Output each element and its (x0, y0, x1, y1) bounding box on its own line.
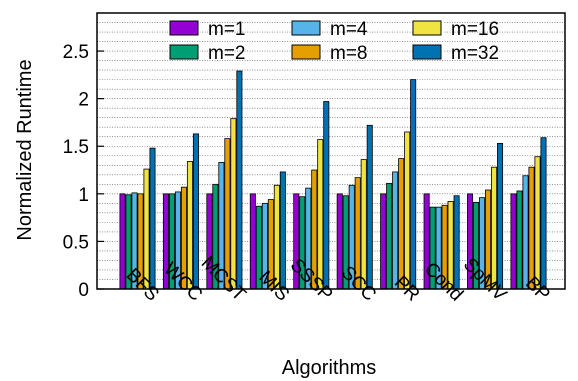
bar-PR-m=2 (386, 182, 393, 290)
legend-swatch-m=1 (169, 20, 199, 36)
y-tick-label: 0.5 (63, 232, 89, 253)
bar-BP-m=32 (540, 137, 547, 290)
bar-SCC-m=16 (360, 159, 367, 290)
legend-swatch-m=4 (291, 20, 321, 36)
bar-MIS-m=32 (279, 171, 286, 290)
bars-group (119, 70, 547, 290)
bar-BP-m=4 (522, 175, 529, 290)
bar-PR-m=4 (392, 171, 399, 290)
y-tick-label: 2.5 (63, 42, 89, 63)
bar-WCC-m=16 (186, 161, 193, 290)
legend-swatch-m=2 (169, 44, 199, 60)
legend-label: m=16 (451, 19, 499, 40)
bar-MCST-m=32 (236, 70, 243, 290)
legend-label: m=4 (330, 19, 368, 40)
legend-label: m=8 (330, 43, 368, 64)
plot-frame (96, 12, 566, 290)
bar-BFS-m=32 (149, 147, 156, 290)
y-axis-title: Normalized Runtime (14, 59, 36, 240)
bar-PR-m=32 (410, 79, 417, 290)
bar-Cond-m=32 (453, 195, 460, 290)
bar-BFS-m=16 (143, 168, 150, 290)
x-axis-title: Algorithms (282, 357, 376, 379)
bar-PR-m=16 (404, 131, 411, 290)
y-axis-ticks: 0 0.5 1 1.5 2 2.5 (63, 42, 104, 301)
bar-SCC-m=32 (366, 124, 373, 290)
bar-MCST-m=16 (230, 118, 237, 290)
y-tick-label: 1 (78, 185, 89, 206)
legend-label: m=32 (451, 43, 499, 64)
legend-swatch-m=8 (291, 44, 321, 60)
y-tick-label: 1.5 (63, 137, 89, 158)
bar-SSSP-m=16 (317, 139, 324, 290)
bar-SpMV-m=32 (497, 142, 504, 290)
bar-BP-m=2 (516, 190, 523, 290)
legend-swatch-m=16 (412, 20, 442, 36)
bar-PR-m=1 (380, 193, 387, 290)
legend-label: m=1 (208, 19, 246, 40)
legend: m=1 m=2 m=4 m=8 m=16 m=32 (169, 19, 499, 64)
bar-PR-m=8 (398, 158, 405, 290)
bar-BFS-m=1 (119, 193, 126, 290)
y-tick-label: 2 (78, 90, 89, 111)
bar-BP-m=16 (534, 156, 541, 290)
bar-SSSP-m=32 (323, 101, 330, 290)
bar-BP-m=8 (528, 166, 535, 290)
legend-swatch-m=32 (412, 44, 442, 60)
y-tick-label: 0 (78, 280, 89, 301)
bar-MIS-m=1 (249, 193, 256, 290)
bar-SpMV-m=16 (491, 166, 498, 290)
bar-BP-m=1 (510, 193, 517, 290)
legend-label: m=2 (208, 43, 246, 64)
